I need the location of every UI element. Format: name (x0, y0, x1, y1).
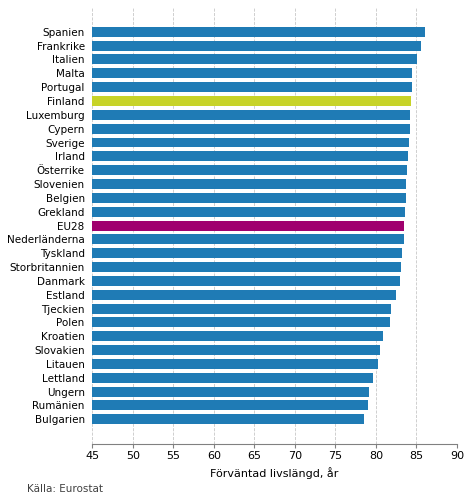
Bar (92, 82, 412, 92)
Bar (92, 373, 373, 383)
Bar (92, 248, 402, 258)
Bar (92, 221, 404, 231)
Bar (92, 387, 369, 396)
Bar (92, 179, 406, 189)
Bar (92, 96, 411, 106)
Bar (92, 110, 410, 120)
Bar (92, 207, 405, 217)
Bar (92, 359, 378, 369)
Bar (92, 414, 364, 424)
Bar (92, 193, 406, 203)
Bar (92, 262, 401, 272)
Bar (92, 41, 422, 50)
Bar (92, 303, 390, 313)
X-axis label: Förväntad livslängd, år: Förväntad livslängd, år (211, 467, 339, 479)
Text: Källa: Eurostat: Källa: Eurostat (27, 484, 103, 494)
Bar (92, 151, 408, 161)
Bar (92, 290, 396, 299)
Bar (92, 138, 409, 148)
Bar (92, 165, 407, 175)
Bar (92, 276, 400, 286)
Bar (92, 400, 368, 410)
Bar (92, 68, 413, 78)
Bar (92, 345, 380, 355)
Bar (92, 27, 424, 37)
Bar (92, 124, 410, 134)
Bar (92, 331, 383, 341)
Bar (92, 235, 404, 245)
Bar (92, 54, 417, 64)
Bar (92, 317, 390, 327)
